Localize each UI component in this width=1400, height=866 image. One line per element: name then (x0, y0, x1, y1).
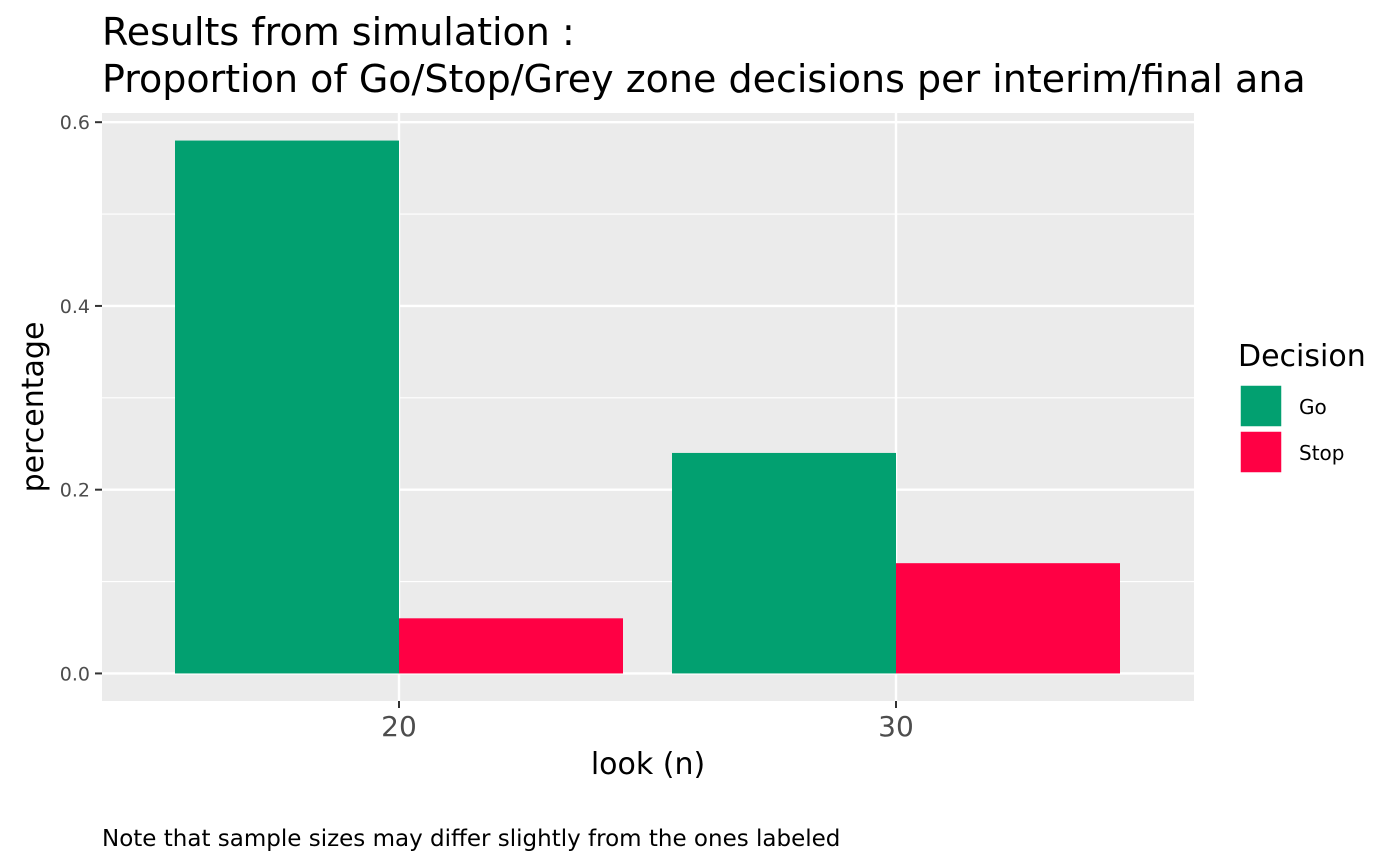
y-tick-label: 0.4 (60, 296, 90, 318)
legend-label-stop: Stop (1299, 441, 1344, 465)
x-tick-label: 20 (381, 710, 417, 743)
y-axis: 0.0 0.2 0.4 0.6 (60, 112, 102, 685)
x-tick-label: 30 (878, 710, 914, 743)
legend-title: Decision (1238, 339, 1366, 374)
chart-title-line-1: Results from simulation : (102, 10, 575, 54)
legend: Decision Go Stop (1238, 339, 1366, 474)
bars (175, 140, 1120, 674)
y-axis-title: percentage (16, 322, 51, 493)
legend-key-stop (1239, 430, 1283, 474)
chart-caption: Note that sample sizes may differ slight… (102, 826, 840, 852)
x-axis: 20 30 (381, 701, 914, 743)
legend-key-go (1239, 384, 1283, 428)
chart-title-line-2: Proportion of Go/Stop/Grey zone decision… (102, 57, 1306, 101)
y-tick-label: 0.0 (60, 663, 90, 685)
bar-stop-20 (399, 618, 623, 674)
y-tick-label: 0.2 (60, 480, 90, 502)
bar-stop-30 (896, 563, 1120, 674)
bar-go-20 (175, 140, 399, 674)
bar-go-30 (672, 452, 896, 674)
y-tick-label: 0.6 (60, 112, 90, 134)
x-axis-title: look (n) (591, 747, 705, 782)
legend-label-go: Go (1299, 395, 1327, 419)
